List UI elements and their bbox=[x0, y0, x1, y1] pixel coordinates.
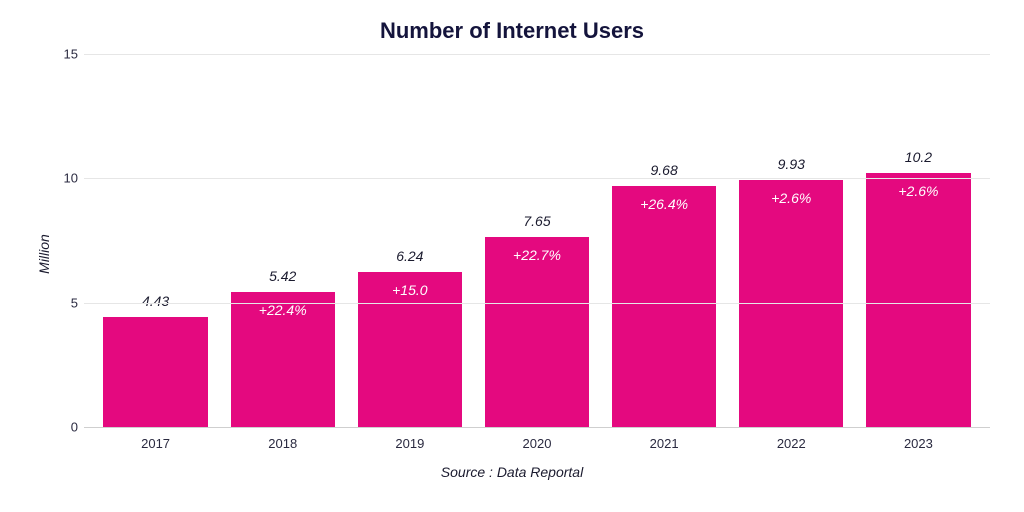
bar: +26.4% bbox=[612, 186, 716, 427]
x-tick-label: 2018 bbox=[219, 430, 346, 454]
bar: +22.7% bbox=[485, 237, 589, 427]
x-tick-label: 2023 bbox=[855, 430, 982, 454]
gridline bbox=[84, 303, 990, 304]
bar-slot: 7.65 +22.7% bbox=[473, 54, 600, 427]
x-tick-label: 2017 bbox=[92, 430, 219, 454]
x-tick-label: 2022 bbox=[728, 430, 855, 454]
bar-slot: 4.43 bbox=[92, 54, 219, 427]
y-tick-label: 10 bbox=[50, 171, 78, 186]
bar-slot: 9.93 +2.6% bbox=[728, 54, 855, 427]
x-axis-labels: 2017201820192020202120222023 bbox=[84, 430, 990, 454]
bar-change-label: +22.4% bbox=[259, 302, 307, 318]
chart-container: Number of Internet Users Million 4.43 5.4… bbox=[0, 0, 1024, 512]
plot-area: Million 4.435.42+22.4%6.24+15.07.65+22.7… bbox=[84, 54, 990, 454]
x-tick-label: 2020 bbox=[473, 430, 600, 454]
plot-region: 4.43 5.42 +22.4% 6.24 +15.0 7.65 +22.7% 9.68 +26… bbox=[84, 54, 990, 428]
gridline bbox=[84, 178, 990, 179]
bar-change-label: +26.4% bbox=[640, 196, 688, 212]
y-axis-label: Million bbox=[36, 234, 52, 274]
chart-title: Number of Internet Users bbox=[24, 18, 1000, 44]
bar-change-label: +15.0 bbox=[392, 282, 427, 298]
bar-slot: 9.68 +26.4% bbox=[601, 54, 728, 427]
bars-group: 4.43 5.42 +22.4% 6.24 +15.0 7.65 +22.7% 9.68 +26… bbox=[84, 54, 990, 427]
bar: +2.6% bbox=[866, 173, 970, 427]
y-tick-label: 0 bbox=[50, 420, 78, 435]
bar: +22.4% bbox=[231, 292, 335, 427]
bar-change-label: +2.6% bbox=[771, 190, 811, 206]
x-tick-label: 2021 bbox=[601, 430, 728, 454]
bar-value-label: 5.42 bbox=[269, 268, 296, 284]
x-tick-label: 2019 bbox=[346, 430, 473, 454]
bar-slot: 5.42 +22.4% bbox=[219, 54, 346, 427]
bar-value-label: 7.65 bbox=[523, 213, 550, 229]
bar-value-label: 9.68 bbox=[651, 162, 678, 178]
bar-value-label: 9.93 bbox=[778, 156, 805, 172]
y-tick-label: 5 bbox=[50, 295, 78, 310]
gridline bbox=[84, 54, 990, 55]
source-text: Source : Data Reportal bbox=[24, 464, 1000, 480]
bar-slot: 10.2 +2.6% bbox=[855, 54, 982, 427]
bar-change-label: +2.6% bbox=[898, 183, 938, 199]
bar bbox=[103, 317, 207, 427]
y-tick-label: 15 bbox=[50, 47, 78, 62]
bar-value-label: 6.24 bbox=[396, 248, 423, 264]
bar: +15.0 bbox=[358, 272, 462, 427]
bar-change-label: +22.7% bbox=[513, 247, 561, 263]
bar-slot: 6.24 +15.0 bbox=[346, 54, 473, 427]
bar-value-label: 10.2 bbox=[905, 149, 932, 165]
bar-value-label: 4.43 bbox=[142, 293, 169, 309]
